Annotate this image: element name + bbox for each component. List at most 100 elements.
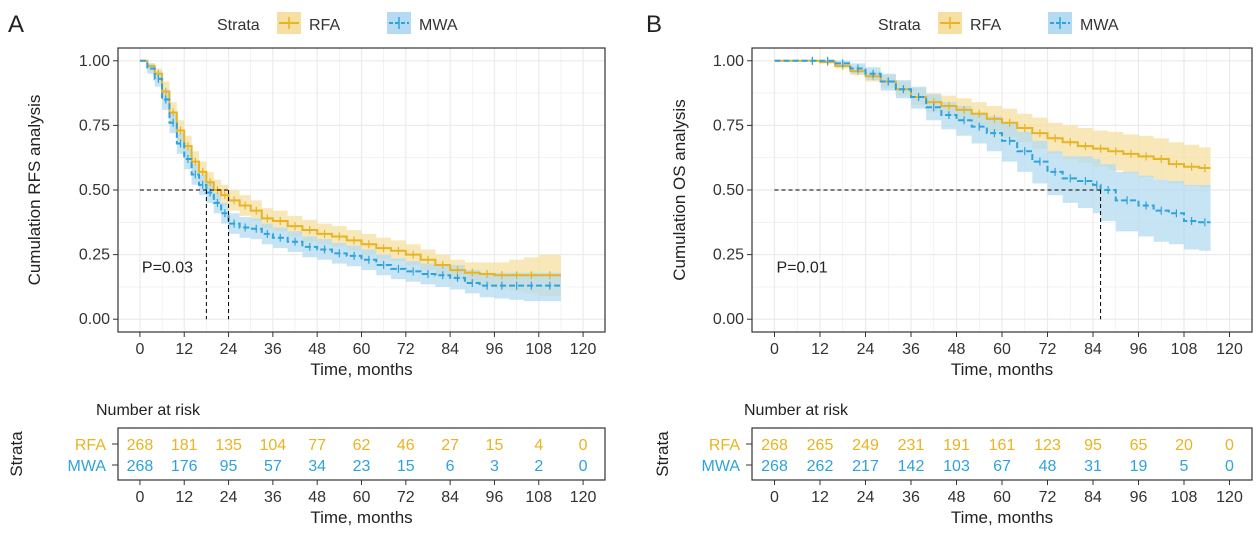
p-value-annotation: P=0.01	[777, 260, 828, 277]
y-tick-label: 0.25	[79, 247, 110, 264]
y-tick-label: 0.50	[79, 182, 110, 199]
risk-table: Number at risk RFA 268 265 249 231 191 161 123 95…	[653, 402, 1253, 527]
km-panel-b: B Strata RFA MWA P=0.01 0 12 24 36 48 60 72 84 96 108 1…	[646, 11, 1253, 527]
risk-count-mwa: 6	[446, 458, 455, 475]
risk-table-strata-label: Strata	[653, 431, 672, 477]
risk-count-mwa: 103	[943, 458, 970, 475]
x-tick-label: 60	[353, 341, 371, 358]
risk-count-rfa: 20	[1175, 437, 1193, 454]
risk-x-tick-label: 36	[264, 489, 282, 506]
risk-count-rfa: 268	[127, 437, 154, 454]
risk-table-strata-label: Strata	[7, 431, 26, 477]
risk-count-mwa: 95	[220, 458, 238, 475]
x-tick-label: 24	[857, 341, 875, 358]
risk-count-mwa: 2	[534, 458, 543, 475]
risk-count-rfa: 77	[308, 437, 326, 454]
risk-x-tick-label: 96	[1130, 489, 1148, 506]
x-tick-label: 96	[486, 341, 504, 358]
x-tick-label: 12	[175, 341, 193, 358]
risk-count-mwa: 15	[397, 458, 415, 475]
ci-band-mwa	[774, 60, 1211, 251]
risk-table-x-axis-label: Time, months	[310, 508, 412, 527]
survival-curve-rfa	[139, 59, 561, 277]
risk-x-tick-label: 108	[1171, 489, 1198, 506]
x-tick-label: 60	[993, 341, 1011, 358]
y-tick-label: 0.00	[79, 311, 110, 328]
legend-entry-rfa: RFA	[970, 17, 1001, 34]
x-tick-label: 108	[1171, 341, 1198, 358]
risk-count-rfa: 65	[1130, 437, 1148, 454]
risk-count-rfa: 268	[761, 437, 788, 454]
risk-count-rfa: 181	[171, 437, 198, 454]
risk-x-tick-label: 12	[811, 489, 829, 506]
risk-count-rfa: 191	[943, 437, 970, 454]
risk-x-tick-label: 84	[441, 489, 459, 506]
risk-count-rfa: 104	[260, 437, 287, 454]
risk-count-rfa: 265	[807, 437, 834, 454]
risk-count-rfa: 0	[1225, 437, 1234, 454]
risk-x-tick-label: 0	[135, 489, 144, 506]
legend-title: Strata	[878, 17, 921, 34]
panel-label: A	[8, 11, 24, 38]
risk-x-tick-label: 120	[1216, 489, 1243, 506]
x-tick-label: 48	[948, 341, 966, 358]
risk-x-tick-label: 60	[993, 489, 1011, 506]
y-tick-label: 1.00	[79, 53, 110, 70]
legend-title: Strata	[217, 17, 260, 34]
risk-x-tick-label: 72	[397, 489, 415, 506]
risk-x-tick-label: 48	[948, 489, 966, 506]
x-tick-label: 12	[811, 341, 829, 358]
risk-x-tick-label: 108	[525, 489, 552, 506]
risk-count-rfa: 123	[1034, 437, 1061, 454]
y-tick-label: 0.00	[713, 311, 744, 328]
y-axis-label: Cumulation OS analysis	[670, 99, 689, 280]
x-tick-label: 72	[1039, 341, 1057, 358]
x-tick-label: 120	[570, 341, 597, 358]
x-tick-label: 0	[770, 341, 779, 358]
risk-count-rfa: 161	[989, 437, 1016, 454]
risk-count-rfa: 62	[353, 437, 371, 454]
risk-count-mwa: 176	[171, 458, 198, 475]
risk-table-x-axis-label: Time, months	[951, 508, 1053, 527]
x-tick-label: 120	[1216, 341, 1243, 358]
risk-row-label-rfa: RFA	[709, 437, 740, 454]
risk-table-title: Number at risk	[744, 402, 849, 419]
risk-count-mwa: 268	[761, 458, 788, 475]
y-tick-label: 0.50	[713, 182, 744, 199]
risk-x-tick-label: 24	[220, 489, 238, 506]
x-tick-label: 48	[308, 341, 326, 358]
legend-entry-mwa: MWA	[419, 17, 458, 34]
risk-x-tick-label: 48	[308, 489, 326, 506]
risk-count-rfa: 0	[579, 437, 588, 454]
risk-count-rfa: 249	[852, 437, 879, 454]
x-axis-label: Time, months	[951, 360, 1053, 379]
y-tick-label: 1.00	[713, 53, 744, 70]
risk-count-rfa: 15	[486, 437, 504, 454]
x-tick-label: 24	[220, 341, 238, 358]
risk-row-label-rfa: RFA	[75, 437, 106, 454]
x-tick-label: 108	[525, 341, 552, 358]
risk-x-tick-label: 60	[353, 489, 371, 506]
risk-x-tick-label: 96	[486, 489, 504, 506]
risk-count-mwa: 142	[898, 458, 925, 475]
risk-count-rfa: 4	[534, 437, 543, 454]
x-tick-label: 36	[902, 341, 920, 358]
risk-count-mwa: 31	[1084, 458, 1102, 475]
risk-count-mwa: 5	[1180, 458, 1189, 475]
x-tick-label: 96	[1130, 341, 1148, 358]
x-tick-label: 72	[397, 341, 415, 358]
risk-count-rfa: 95	[1084, 437, 1102, 454]
risk-x-tick-label: 24	[857, 489, 875, 506]
risk-row-label-mwa: MWA	[701, 458, 740, 475]
legend-entry-rfa: RFA	[309, 17, 340, 34]
y-tick-label: 0.25	[713, 247, 744, 264]
y-tick-label: 0.75	[79, 117, 110, 134]
risk-x-tick-label: 12	[175, 489, 193, 506]
risk-table-title: Number at risk	[96, 402, 201, 419]
ci-band-mwa	[139, 60, 561, 302]
risk-x-tick-label: 36	[902, 489, 920, 506]
median-lines	[139, 189, 230, 320]
